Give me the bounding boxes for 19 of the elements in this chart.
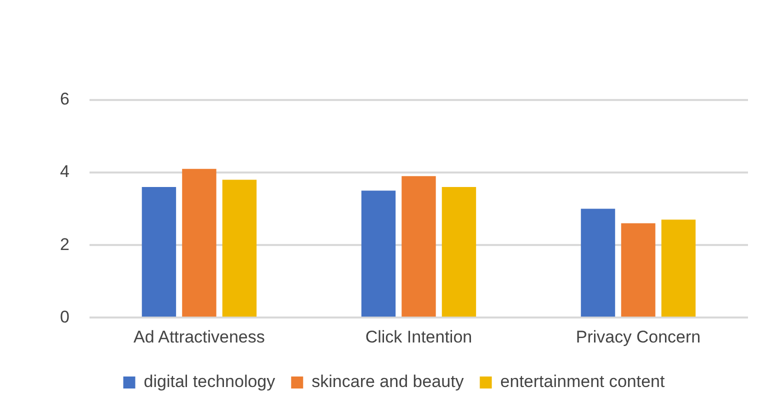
legend-label: skincare and beauty	[312, 372, 464, 392]
bar	[580, 208, 616, 317]
y-tick-label: 6	[60, 90, 70, 109]
bar	[621, 223, 656, 317]
x-tick-label: Click Intention	[365, 327, 472, 346]
bar	[361, 190, 396, 317]
x-tick-label: Privacy Concern	[576, 327, 701, 346]
bar	[182, 168, 216, 317]
bar	[661, 220, 696, 317]
y-tick-label: 4	[60, 162, 70, 182]
x-tick-label: Ad Attractiveness	[134, 327, 265, 346]
bar	[222, 180, 257, 317]
y-tick-label: 2	[60, 234, 70, 254]
bar	[402, 176, 436, 317]
bar	[442, 187, 476, 317]
legend-label: entertainment content	[500, 372, 666, 392]
y-tick-label: 0	[60, 307, 70, 326]
bar	[142, 187, 176, 317]
legend-label: digital technology	[144, 372, 276, 392]
